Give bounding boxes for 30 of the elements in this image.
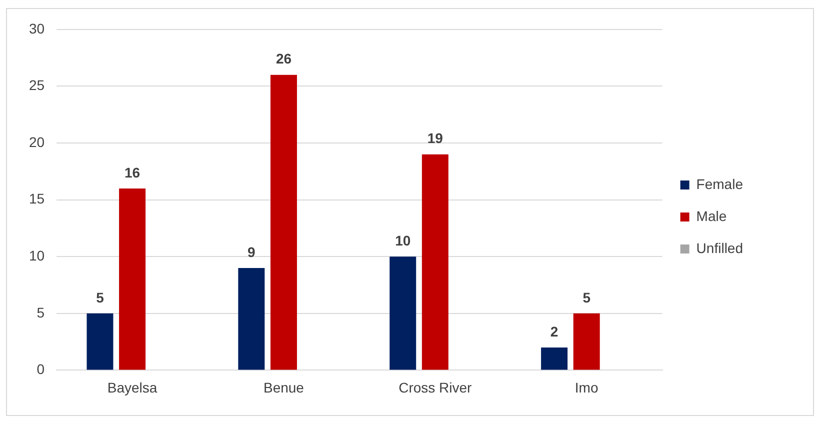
data-label: 16 <box>124 164 140 180</box>
legend-label: Unfilled <box>696 240 744 256</box>
y-tick-label: 15 <box>28 190 45 207</box>
data-label: 19 <box>427 130 444 146</box>
y-tick-label: 20 <box>28 134 45 150</box>
bar <box>390 256 416 370</box>
bar <box>573 313 600 370</box>
y-tick-label: 0 <box>36 361 45 378</box>
bar <box>86 313 114 370</box>
x-tick-label: Cross River <box>398 379 472 396</box>
data-label: 5 <box>582 289 591 306</box>
y-tick-label: 10 <box>28 247 45 264</box>
data-label: 2 <box>550 323 558 340</box>
data-label: 10 <box>395 232 411 248</box>
x-tick-label: Bayelsa <box>107 379 158 396</box>
y-tick-label: 5 <box>36 304 45 320</box>
bar <box>422 154 448 370</box>
y-tick-label: 25 <box>28 77 45 94</box>
legend-label: Male <box>696 208 727 224</box>
bar <box>238 268 265 370</box>
bar <box>541 347 568 370</box>
y-tick-label: 30 <box>28 20 45 36</box>
legend-label: Female <box>696 176 744 192</box>
x-tick-label: Imo <box>574 379 598 396</box>
bar <box>270 74 297 370</box>
data-label: 9 <box>248 244 256 260</box>
bar <box>119 188 146 370</box>
data-label: 5 <box>96 289 104 306</box>
x-tick-label: Benue <box>263 379 304 396</box>
data-label: 26 <box>276 50 292 67</box>
